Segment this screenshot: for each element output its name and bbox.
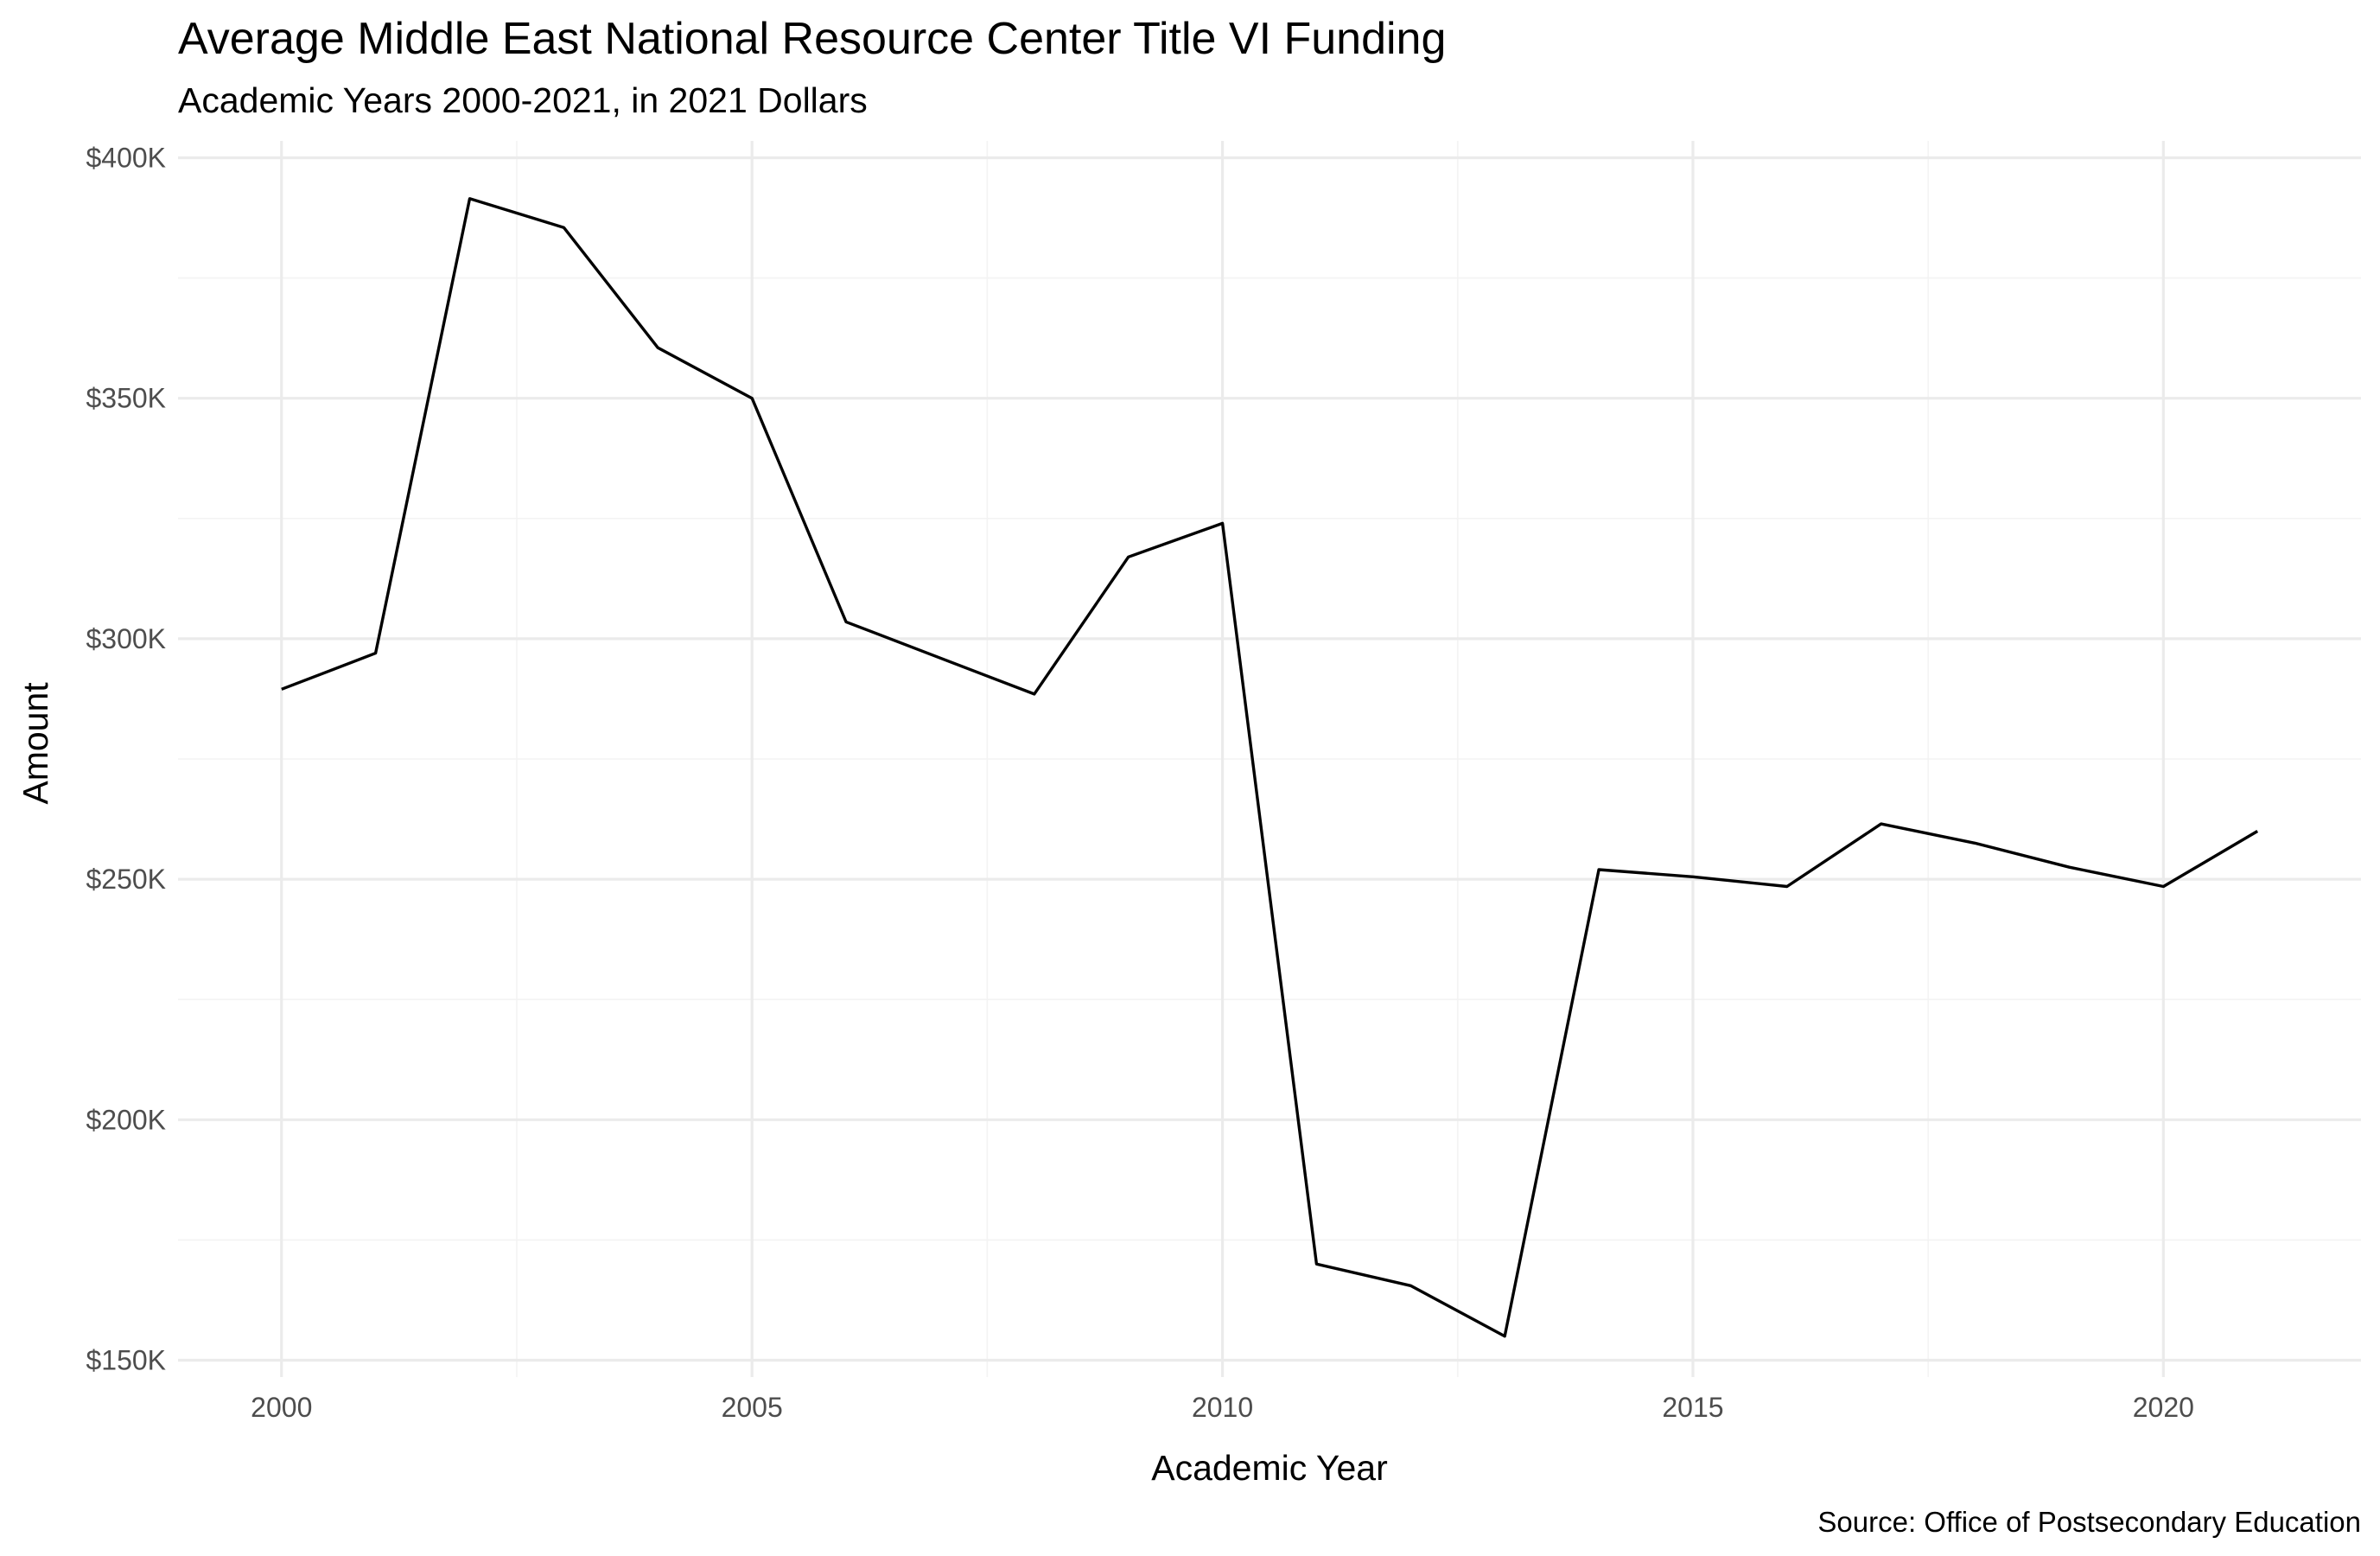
x-tick-label: 2010 (1192, 1392, 1253, 1423)
x-tick-label: 2000 (251, 1392, 312, 1423)
chart-title: Average Middle East National Resource Ce… (178, 14, 1446, 64)
grid (178, 141, 2361, 1377)
y-axis-ticks: $150K $200K $250K $300K $350K $400K (86, 142, 166, 1375)
chart-subtitle: Academic Years 2000-2021, in 2021 Dollar… (178, 80, 868, 120)
y-tick-label: $250K (86, 864, 166, 895)
x-tick-label: 2015 (1662, 1392, 1723, 1423)
y-tick-label: $350K (86, 383, 166, 414)
y-tick-label: $200K (86, 1104, 166, 1135)
y-axis-title: Amount (16, 682, 55, 805)
series-line (281, 197, 2259, 1338)
y-tick-label: $300K (86, 623, 166, 654)
y-tick-label: $150K (86, 1345, 166, 1376)
chart-caption: Source: Office of Postsecondary Educatio… (1817, 1506, 2361, 1538)
series-group (281, 197, 2259, 1338)
x-tick-label: 2005 (722, 1392, 783, 1423)
x-axis-ticks: 2000 2005 2010 2015 2020 (251, 1392, 2194, 1423)
x-tick-label: 2020 (2133, 1392, 2194, 1423)
x-axis-title: Academic Year (1151, 1448, 1388, 1488)
y-tick-label: $400K (86, 142, 166, 173)
